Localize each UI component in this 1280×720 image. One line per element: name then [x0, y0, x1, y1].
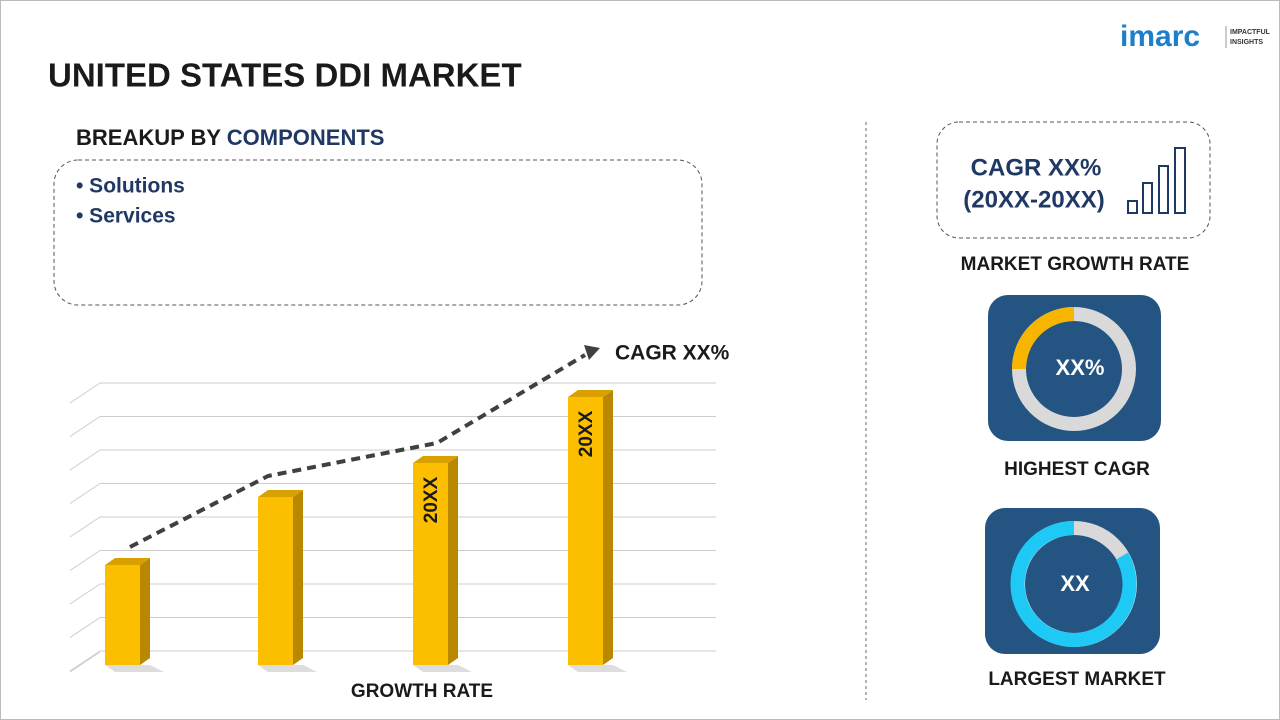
chart-grid: [69, 382, 716, 673]
card-period: (20XX-20XX): [963, 186, 1104, 213]
largest-value: XX: [1060, 571, 1090, 596]
bar-shadow: [413, 665, 472, 672]
logo-name: imarc: [1120, 20, 1200, 53]
grid-line: [69, 416, 101, 437]
grid-line: [69, 617, 101, 638]
highest-value: XX%: [1056, 355, 1105, 380]
grid-line: [69, 583, 101, 605]
trend-arrow: [584, 345, 600, 360]
bar-side: [293, 490, 303, 665]
bar-face: [568, 397, 603, 665]
bar-side: [603, 390, 613, 665]
growth-icon: [1127, 147, 1186, 214]
logo-tagline: IMPACTFUL: [1230, 29, 1271, 36]
grid-line: [69, 382, 101, 404]
bar-shadow: [258, 665, 317, 672]
logo-tagline: INSIGHTS: [1230, 39, 1263, 46]
largest-caption: LARGEST MARKET: [988, 669, 1166, 690]
breakup-heading: BREAKUP BY COMPONENTS: [76, 125, 384, 150]
bar-side: [140, 558, 150, 665]
breakup-item: • Solutions: [76, 175, 185, 198]
bar-label: 20XX: [576, 410, 597, 457]
bar-face: [413, 463, 448, 665]
bar-face: [258, 497, 293, 665]
bar-shadow: [105, 665, 164, 672]
breakup-box: [53, 159, 703, 306]
grid-line: [69, 550, 101, 571]
cagr-card: [936, 121, 1211, 239]
breakup-prefix: BREAKUP BY: [76, 125, 221, 150]
grid-line: [69, 516, 101, 538]
bar-label: 20XX: [421, 476, 442, 523]
bar-side: [448, 456, 458, 665]
card-caption: MARKET GROWTH RATE: [961, 254, 1190, 275]
bar-face: [105, 565, 140, 665]
card-cagr: CAGR XX%: [971, 154, 1102, 181]
bar-top: [105, 558, 150, 565]
bar-top: [258, 490, 303, 497]
bar-top: [568, 390, 613, 397]
grid-line: [69, 483, 101, 504]
donut-arc: [1012, 307, 1075, 370]
trend-line: [129, 353, 587, 549]
chart-cagr: CAGR XX%: [615, 342, 730, 365]
bar-top: [413, 456, 458, 463]
donut-arc: [1010, 520, 1137, 647]
grid-line: [69, 650, 101, 672]
title: UNITED STATES DDI MARKET: [48, 57, 522, 94]
grid-line: [69, 449, 101, 471]
bar-shadow: [568, 665, 627, 672]
breakup-segment: COMPONENTS: [227, 125, 385, 150]
highest-caption: HIGHEST CAGR: [1004, 459, 1150, 480]
breakup-item: • Services: [76, 205, 176, 228]
bars: [105, 390, 627, 672]
axis-label: GROWTH RATE: [351, 681, 493, 702]
floor-line: [69, 651, 101, 673]
